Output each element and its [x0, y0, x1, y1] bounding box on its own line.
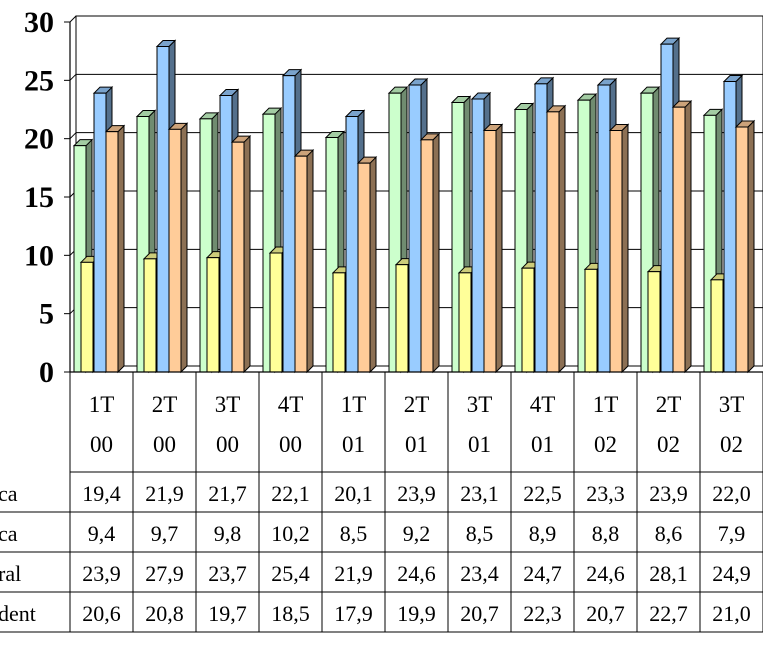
- y-tick-label: 0: [39, 356, 54, 389]
- y-tick-label: 30: [24, 6, 54, 39]
- bar: [482, 123, 504, 374]
- bars: [72, 36, 756, 374]
- table-cell: 23,9: [397, 481, 436, 506]
- bar: [104, 124, 126, 374]
- x-tick-label: 4T: [278, 392, 304, 417]
- y-tick-label: 15: [24, 181, 54, 214]
- table-cell: 20,6: [82, 601, 121, 626]
- table-cell: 22,7: [649, 601, 688, 626]
- table-cell: 23,4: [460, 561, 499, 586]
- table-cell: 18,5: [271, 601, 310, 626]
- table-cell: 10,2: [271, 521, 310, 546]
- x-tick-label: 3T: [215, 392, 241, 417]
- table-cell: 22,0: [712, 481, 751, 506]
- x-tick-label: 01: [405, 432, 428, 457]
- table-cell: 24,9: [712, 561, 751, 586]
- table-cell: 25,4: [271, 561, 310, 586]
- table-row-label: ca: [0, 521, 18, 546]
- table-cell: 9,2: [403, 521, 431, 546]
- x-tick-label: 01: [342, 432, 365, 457]
- table-cell: 22,5: [523, 481, 562, 506]
- table-cell: 8,6: [655, 521, 683, 546]
- x-tick-label: 1T: [593, 392, 619, 417]
- gridline-side: [69, 15, 77, 23]
- table-cell: 20,7: [460, 601, 499, 626]
- bar: [167, 122, 189, 374]
- table-row-label: ral: [0, 561, 21, 586]
- x-tick-label: 00: [90, 432, 113, 457]
- y-tick-label: 25: [24, 64, 54, 97]
- gridline-side: [69, 73, 77, 81]
- table-cell: 20,7: [586, 601, 625, 626]
- x-tick-label: 02: [657, 432, 680, 457]
- table-cell: 19,9: [397, 601, 436, 626]
- x-tick-label: 02: [720, 432, 743, 457]
- x-tick-label: 3T: [719, 392, 745, 417]
- table-cell: 24,6: [586, 561, 625, 586]
- table-cell: 9,7: [151, 521, 179, 546]
- table-row-label: dent: [0, 601, 36, 626]
- table-cell: 20,8: [145, 601, 184, 626]
- bar: [356, 155, 378, 374]
- table-cell: 21,9: [334, 561, 373, 586]
- table-cell: 8,5: [466, 521, 494, 546]
- y-tick-label: 5: [39, 298, 54, 331]
- table-cell: 23,7: [208, 561, 247, 586]
- x-tick-label: 00: [153, 432, 176, 457]
- table-cell: 7,9: [718, 521, 746, 546]
- table-cell: 8,9: [529, 521, 557, 546]
- table-cell: 17,9: [334, 601, 373, 626]
- table-cell: 24,7: [523, 561, 562, 586]
- table-cell: 23,9: [649, 481, 688, 506]
- table-cell: 8,5: [340, 521, 368, 546]
- x-tick-label: 3T: [467, 392, 493, 417]
- x-tick-label: 2T: [404, 392, 430, 417]
- bar: [608, 123, 630, 374]
- table-cell: 24,6: [397, 561, 436, 586]
- x-tick-label: 01: [531, 432, 554, 457]
- table-cell: 9,4: [88, 521, 116, 546]
- bar: [419, 132, 441, 374]
- y-tick-label: 20: [24, 123, 54, 156]
- x-tick-label: 01: [468, 432, 491, 457]
- table-cell: 22,1: [271, 481, 310, 506]
- bar: [545, 104, 567, 374]
- table-cell: 19,7: [208, 601, 247, 626]
- bar: [230, 134, 252, 374]
- table-cell: 21,7: [208, 481, 247, 506]
- table-cell: 8,8: [592, 521, 620, 546]
- table-cell: 27,9: [145, 561, 184, 586]
- x-tick-label: 02: [594, 432, 617, 457]
- x-tick-label: 2T: [656, 392, 682, 417]
- data-table: 1T 00 2T 00 3T 00 4T 00 1T 01 2T 01 3T 01 4T 01 1T 02 2T 02…: [0, 372, 763, 633]
- table-cell: 21,0: [712, 601, 751, 626]
- table-cell: 21,9: [145, 481, 184, 506]
- table-cell: 23,9: [82, 561, 121, 586]
- table-cell: 20,1: [334, 481, 373, 506]
- table-cell: 28,1: [649, 561, 688, 586]
- axes: 0 5 10 15 20 25 30: [24, 6, 763, 389]
- x-tick-label: 00: [216, 432, 239, 457]
- table-cell: 23,1: [460, 481, 499, 506]
- table-row-label: ca: [0, 481, 18, 506]
- gridline-side: [69, 132, 77, 140]
- table-cell: 9,8: [214, 521, 242, 546]
- bar: [734, 119, 756, 374]
- x-tick-label: 2T: [152, 392, 178, 417]
- bar: [671, 99, 693, 374]
- table-cell: 23,3: [586, 481, 625, 506]
- x-tick-label: 1T: [341, 392, 367, 417]
- table-cell: 19,4: [82, 481, 121, 506]
- bar: [293, 148, 315, 374]
- x-tick-label: 00: [279, 432, 302, 457]
- x-tick-label: 1T: [89, 392, 115, 417]
- y-tick-label: 10: [24, 239, 54, 272]
- x-tick-label: 4T: [530, 392, 556, 417]
- table-cell: 22,3: [523, 601, 562, 626]
